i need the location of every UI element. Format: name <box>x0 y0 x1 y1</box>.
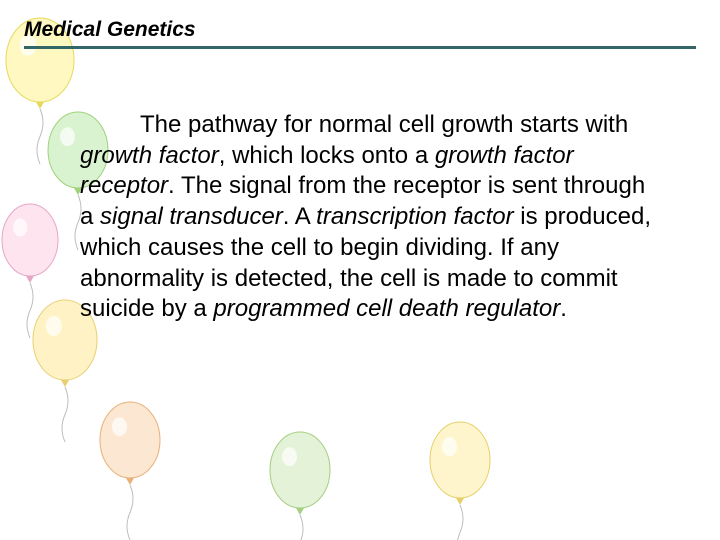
text-segment: . <box>560 295 567 322</box>
text-segment: , which locks onto a <box>219 142 435 169</box>
body-paragraph: The pathway for normal cell growth start… <box>80 110 660 325</box>
title-rule <box>24 46 696 49</box>
slide-title: Medical Genetics <box>24 18 696 46</box>
text-segment: . A <box>283 203 316 230</box>
body-text: The pathway for normal cell growth start… <box>80 110 660 325</box>
term-programmed-cell-death-regulator: programmed cell death regulator <box>213 295 560 322</box>
slide: Medical Genetics The pathway for normal … <box>0 0 720 540</box>
term-signal-transducer: signal transducer <box>100 203 283 230</box>
term-transcription-factor: transcription factor <box>316 203 513 230</box>
term-growth-factor: growth factor <box>80 142 219 169</box>
text-segment: The pathway for normal cell growth start… <box>140 111 628 138</box>
title-block: Medical Genetics <box>24 18 696 49</box>
